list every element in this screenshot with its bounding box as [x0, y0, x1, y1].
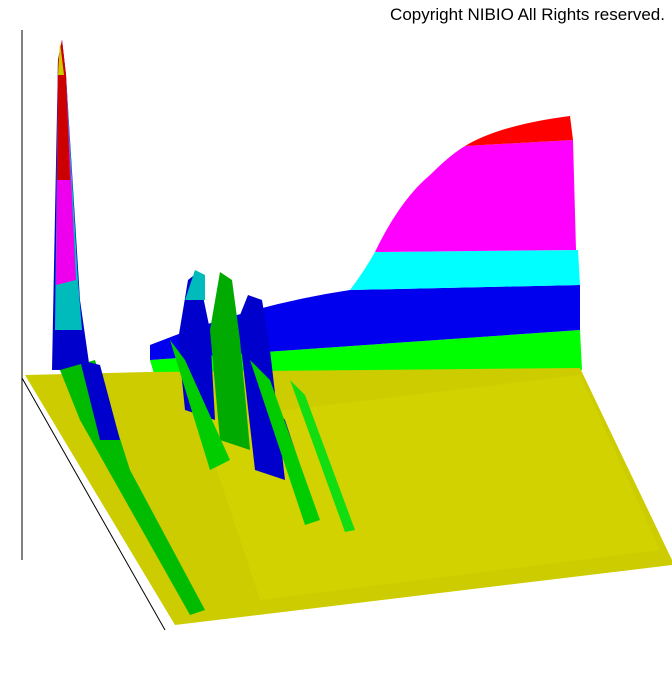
ridge [170, 340, 230, 470]
ridge [210, 272, 250, 450]
ridge [80, 360, 120, 440]
band-magenta [375, 140, 576, 252]
ridge [250, 360, 320, 525]
band-cyan [350, 250, 580, 290]
band-red [465, 116, 573, 146]
ridge [185, 270, 205, 300]
copyright: Copyright NIBIO All Rights reserved. [390, 5, 665, 24]
ridge [290, 380, 355, 532]
axis-line [21, 377, 166, 631]
spike-top [58, 42, 64, 75]
